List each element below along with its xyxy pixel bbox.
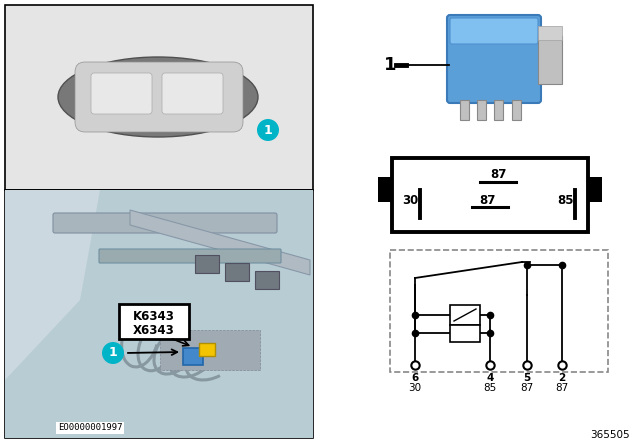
Bar [195, 255, 219, 273]
FancyBboxPatch shape [99, 249, 281, 263]
Text: 85: 85 [483, 383, 497, 393]
FancyBboxPatch shape [75, 62, 243, 132]
Bar [512, 100, 521, 120]
Text: 2: 2 [558, 373, 566, 383]
Text: 87: 87 [490, 168, 506, 181]
Text: K6343: K6343 [133, 310, 175, 323]
Text: 87: 87 [520, 383, 534, 393]
Bar [5, 5, 313, 190]
Text: 30: 30 [408, 383, 422, 393]
Bar [450, 325, 480, 342]
FancyBboxPatch shape [91, 73, 152, 114]
Bar [392, 158, 588, 232]
Text: 87: 87 [479, 194, 495, 207]
Bar [390, 250, 608, 372]
Bar [320, 0, 640, 448]
Polygon shape [5, 190, 100, 380]
Bar [538, 26, 562, 40]
FancyBboxPatch shape [119, 304, 189, 339]
Text: 30: 30 [402, 194, 418, 207]
Text: EO0000001997: EO0000001997 [58, 423, 122, 432]
Text: 5: 5 [524, 373, 531, 383]
FancyBboxPatch shape [450, 18, 538, 44]
Bar [378, 177, 392, 202]
Bar [5, 190, 313, 438]
Bar [160, 330, 260, 370]
Circle shape [102, 342, 124, 364]
Text: X6343: X6343 [133, 323, 175, 336]
Text: 1: 1 [264, 124, 273, 137]
Circle shape [257, 119, 279, 141]
Bar [450, 305, 480, 325]
FancyBboxPatch shape [162, 73, 223, 114]
Bar [477, 100, 486, 120]
FancyBboxPatch shape [447, 15, 541, 103]
Text: 365505: 365505 [590, 430, 630, 440]
Bar [5, 190, 313, 438]
Text: 85: 85 [557, 194, 573, 207]
Bar [183, 348, 203, 365]
FancyBboxPatch shape [53, 213, 277, 233]
Bar [225, 263, 249, 281]
Bar [588, 177, 602, 202]
Bar [494, 100, 503, 120]
Text: 87: 87 [556, 383, 568, 393]
Bar [538, 36, 562, 84]
Bar [255, 271, 279, 289]
Polygon shape [130, 210, 310, 275]
Ellipse shape [58, 57, 258, 137]
Bar [199, 343, 215, 356]
Text: 1: 1 [384, 56, 396, 74]
Bar [460, 100, 469, 120]
Text: 1: 1 [109, 346, 117, 359]
Text: 4: 4 [486, 373, 493, 383]
Text: 6: 6 [412, 373, 419, 383]
